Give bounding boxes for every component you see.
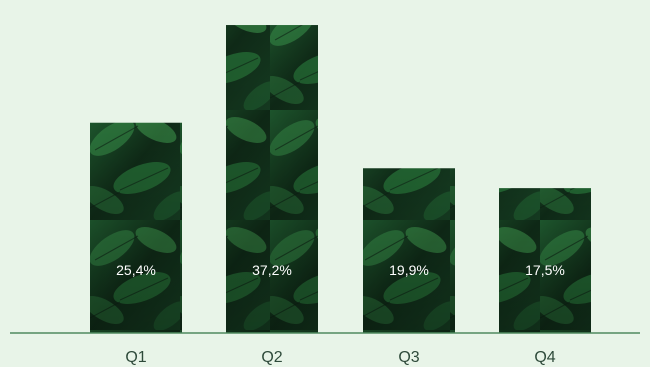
bar-value-label-q2: 37,2% (252, 262, 292, 278)
bar-value-labels: 25,4% 37,2% 19,9% 17,5% (116, 262, 565, 278)
bar-shade-q3 (363, 168, 455, 333)
bar-value-label-q3: 19,9% (389, 262, 429, 278)
x-tick-label-q2: Q2 (261, 349, 282, 366)
x-tick-label-q1: Q1 (125, 349, 146, 366)
bar-value-label-q1: 25,4% (116, 262, 156, 278)
bar-shade-q4 (499, 188, 591, 333)
bar-value-label-q4: 17,5% (525, 262, 565, 278)
x-tick-label-q3: Q3 (398, 349, 419, 366)
bar-shade-q2 (226, 25, 318, 334)
x-axis-tick-labels: Q1 Q2 Q3 Q4 (125, 349, 555, 366)
x-tick-label-q4: Q4 (534, 349, 555, 366)
bars-group (90, 25, 591, 334)
bar-shade-q1 (90, 122, 182, 333)
